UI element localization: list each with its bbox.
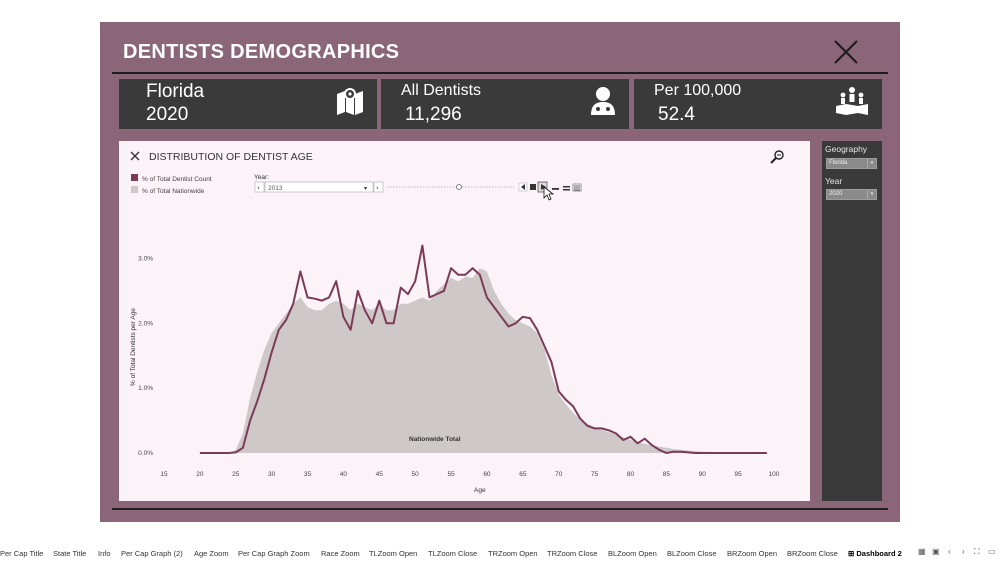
x-tick-label: 95 [735, 471, 743, 478]
year-prev-button[interactable]: ‹ [254, 181, 265, 193]
playback-controls[interactable] [518, 181, 582, 193]
divider-top [112, 72, 888, 74]
kpi-dentists-value: 11,296 [405, 104, 462, 125]
x-tick-label: 30 [268, 471, 276, 478]
panel-title: DISTRIBUTION OF DENTIST AGE [149, 151, 313, 163]
sheet-tab[interactable]: TRZoom Close [547, 549, 598, 558]
mouse-cursor-icon [543, 186, 555, 201]
divider-bottom [112, 508, 888, 510]
kpi-dentists: All Dentists 11,296 [381, 79, 629, 129]
year-next-button[interactable]: › [373, 181, 384, 193]
next-sheet-icon[interactable]: › [962, 547, 965, 556]
state-dentist-line-series [199, 244, 767, 454]
sheet-tab[interactable]: State Title [53, 549, 87, 558]
nationwide-area-series [199, 268, 767, 453]
fullscreen-icon[interactable]: ⛶ [974, 547, 980, 556]
year-slider-handle[interactable] [456, 184, 462, 190]
sheet-tab[interactable]: BRZoom Close [787, 549, 838, 558]
zoom-out-icon[interactable] [770, 150, 784, 164]
y-axis-title: % of Total Dentists per Age [130, 308, 137, 386]
kpi-per-capita-label: Per 100,000 [654, 82, 742, 99]
sheet-tab[interactable]: TLZoom Open [369, 549, 418, 558]
x-tick-label: 90 [699, 471, 707, 478]
grid-view-icon[interactable]: ▦ [918, 547, 926, 556]
dashboard-frame: DENTISTS DEMOGRAPHICS Florida 2020 All D… [100, 22, 900, 522]
svg-text:▾: ▾ [364, 185, 367, 192]
chevron-down-icon: ▾ [867, 190, 876, 199]
age-distribution-panel: DISTRIBUTION OF DENTIST AGE % of Total D… [119, 141, 810, 501]
legend-swatch-nationwide [131, 186, 138, 193]
sheet-tab[interactable]: BRZoom Open [727, 549, 778, 558]
population-map-icon [836, 87, 868, 115]
age-distribution-chart: DISTRIBUTION OF DENTIST AGE % of Total D… [130, 150, 784, 494]
year-select-value: 2013 [268, 185, 283, 192]
svg-text:‹: ‹ [257, 184, 260, 192]
x-tick-label: 20 [196, 471, 204, 478]
sheet-tab[interactable]: Age Zoom [194, 549, 229, 558]
year-filter-select[interactable]: 2020 ▾ [826, 189, 877, 200]
chevron-down-icon: ▾ [867, 159, 876, 168]
x-tick-label: 50 [412, 471, 420, 478]
x-axis-title: Age [474, 487, 486, 494]
x-tick-label: 15 [160, 471, 168, 478]
x-tick-label: 40 [340, 471, 348, 478]
nationwide-total-annotation: Nationwide Total [409, 436, 461, 443]
dashboard-title: DENTISTS DEMOGRAPHICS [123, 41, 400, 63]
y-tick-label: 3.0% [138, 255, 153, 262]
x-tick-label: 35 [304, 471, 312, 478]
geography-select-value: Florida [829, 160, 848, 166]
x-tick-label: 25 [232, 471, 240, 478]
year-label: Year [825, 176, 843, 186]
filter-panel: Geography Florida ▾ Year 2020 ▾ [822, 141, 882, 501]
list-view-icon[interactable]: ▣ [932, 547, 940, 556]
x-tick-label: 100 [769, 471, 780, 478]
sheet-tab[interactable]: Info [98, 549, 111, 558]
sheet-tab[interactable]: Per Cap Title [0, 549, 44, 558]
y-tick-label: 1.0% [138, 385, 153, 392]
geography-select[interactable]: Florida ▾ [826, 158, 877, 169]
year-filter-value: 2020 [829, 191, 843, 197]
year-select[interactable]: 2013 ▾ [264, 181, 374, 193]
x-tick-label: 80 [627, 471, 635, 478]
sheet-tab[interactable]: Per Cap Graph Zoom [238, 549, 310, 558]
y-tick-label: 0.0% [138, 450, 153, 457]
prev-sheet-icon[interactable]: ‹ [948, 547, 951, 556]
kpi-state-year: 2020 [146, 104, 189, 125]
x-tick-label: 85 [663, 471, 671, 478]
y-tick-label: 2.0% [138, 320, 153, 327]
sheet-tab-bar: Per Cap Title State Title Info Per Cap Grap… [0, 544, 1000, 563]
legend-swatch-state [131, 174, 138, 181]
svg-text:›: › [376, 184, 379, 192]
sheet-tab[interactable]: ⊞ Dashboard 2 [848, 549, 902, 558]
year-control-label: Year: [254, 174, 269, 181]
kpi-dentists-label: All Dentists [401, 82, 482, 99]
x-tick-label: 60 [483, 471, 491, 478]
kpi-state: Florida 2020 [119, 79, 377, 129]
kpi-per-capita: Per 100,000 52.4 [634, 79, 882, 129]
x-tick-label: 70 [555, 471, 563, 478]
close-icon[interactable] [833, 39, 859, 65]
x-tick-label: 65 [519, 471, 527, 478]
x-tick-label: 55 [447, 471, 455, 478]
geography-label: Geography [825, 144, 868, 154]
map-icon [337, 88, 363, 115]
present-icon[interactable]: ▭ [988, 547, 996, 556]
x-tick-label: 75 [591, 471, 599, 478]
dentist-icon [591, 87, 615, 115]
sheet-tab[interactable]: Race Zoom [321, 549, 360, 558]
sheet-tab[interactable]: BLZoom Close [667, 549, 717, 558]
legend-label-nationwide: % of Total Nationwide [142, 188, 205, 195]
sheet-tab[interactable]: Per Cap Graph (2) [121, 549, 183, 558]
x-tick-label: 45 [376, 471, 384, 478]
kpi-state-name: Florida [146, 81, 205, 102]
sheet-tab[interactable]: TRZoom Open [488, 549, 538, 558]
legend-label-state: % of Total Dentist Count [142, 176, 212, 183]
sheet-tab[interactable]: BLZoom Open [608, 549, 657, 558]
sheet-tab[interactable]: TLZoom Close [428, 549, 478, 558]
kpi-per-capita-value: 52.4 [658, 104, 695, 125]
